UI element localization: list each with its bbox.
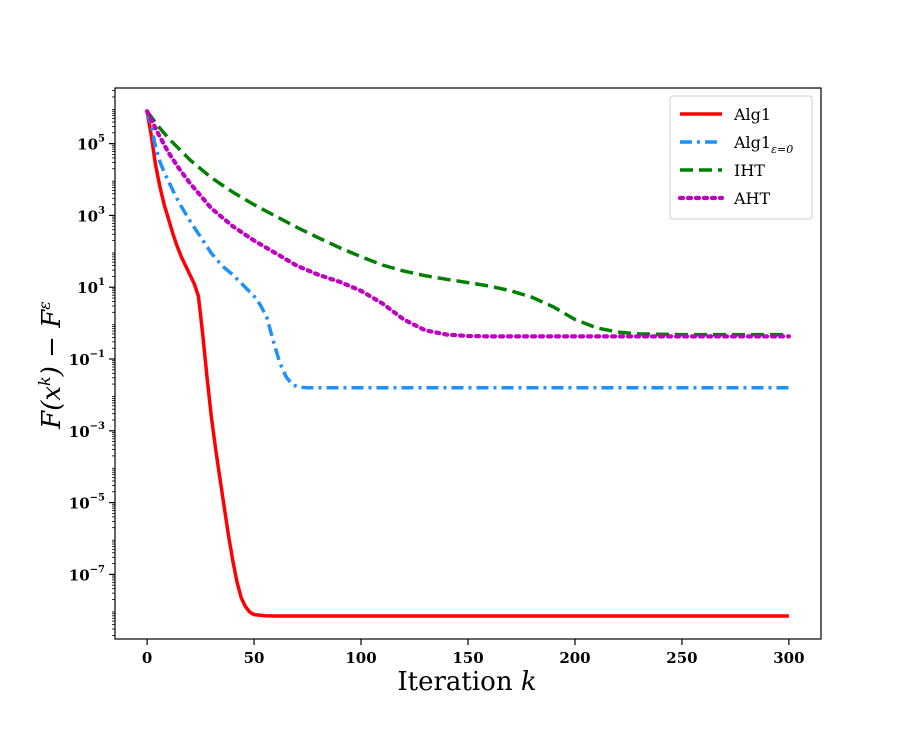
x-tick-label: 100 [345,649,376,667]
y-tick-label: 101 [77,277,105,297]
legend-label-1: Alg1ε=0 [733,133,793,156]
y-tick-label: 103 [77,205,105,225]
x-tick-label: 300 [773,649,804,667]
legend-label-3: AHT [733,189,771,208]
series-line-3 [145,109,791,339]
x-tick-label: 150 [452,649,483,667]
y-tick-label: 10−7 [69,564,105,584]
y-axis-title: F(xk) − Fε [35,301,67,430]
y-tick-label: 10−1 [69,349,105,369]
x-tick-label: 0 [142,649,152,667]
legend-label-2: IHT [734,161,765,180]
y-tick-label: 105 [77,134,105,154]
x-tick-label: 250 [666,649,697,667]
legend-label-0: Alg1 [733,105,771,124]
legend: Alg1 Alg1ε=0 IHT AHT [669,95,813,220]
legend-frame [669,95,813,220]
series-line-0 [145,111,789,618]
x-tick-label: 200 [559,649,590,667]
x-tick-label: 50 [244,649,265,667]
x-axis-title: Iteration k [397,667,536,697]
y-tick-label: 10−3 [69,421,105,441]
y-tick-label: 10−5 [69,493,105,513]
